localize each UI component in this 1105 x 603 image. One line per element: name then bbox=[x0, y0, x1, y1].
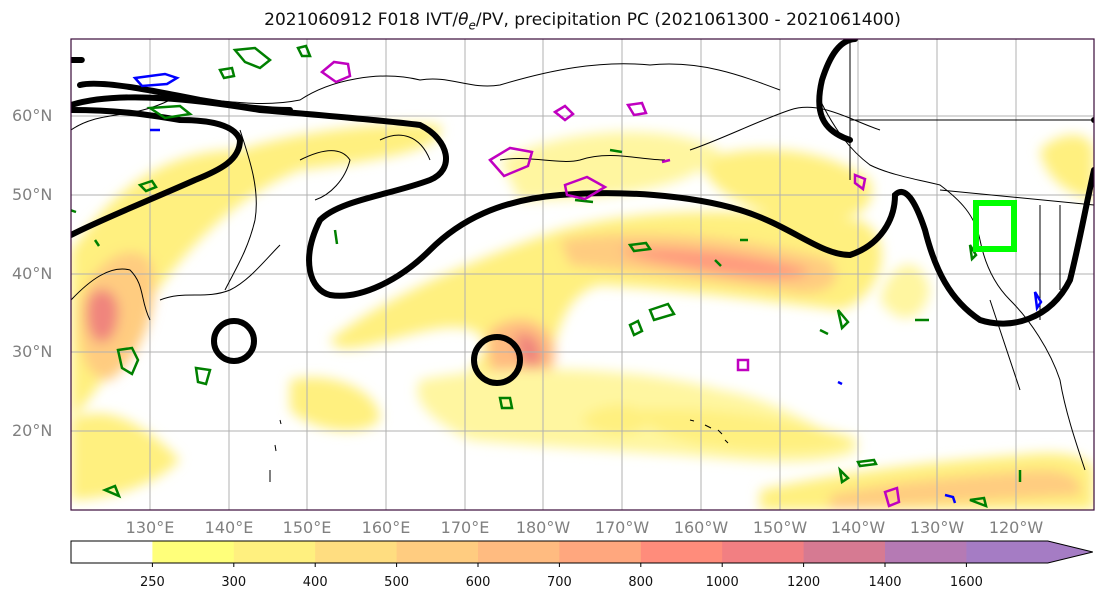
lat-label-20: 20°N bbox=[12, 421, 53, 440]
colorbar-segment bbox=[478, 541, 560, 563]
colorbar-segment bbox=[885, 541, 967, 563]
colorbar-segment bbox=[559, 541, 642, 563]
lat-label-50: 50°N bbox=[12, 185, 53, 204]
chart-title: 2021060912 F018 IVT/θe/PV, precipitation… bbox=[264, 10, 901, 33]
colorbar-tick-label: 1400 bbox=[868, 575, 902, 590]
colorbar-segment bbox=[640, 541, 723, 563]
lon-label-140e: 140°E bbox=[204, 518, 254, 537]
lon-label-170w: 170°W bbox=[594, 518, 650, 537]
colorbar-tick-label: 1600 bbox=[949, 575, 983, 590]
lon-label-130w: 130°W bbox=[909, 518, 965, 537]
lat-label-30: 30°N bbox=[12, 342, 53, 361]
colorbar-segments bbox=[70, 540, 1093, 564]
colorbar-segment bbox=[315, 541, 398, 563]
lon-label-160w: 160°W bbox=[673, 518, 729, 537]
colorbar-tick-label: 700 bbox=[546, 575, 572, 590]
colorbar-tick-label: 1200 bbox=[787, 575, 821, 590]
region-box bbox=[973, 200, 1017, 252]
colorbar-segment bbox=[803, 541, 886, 563]
lon-label-120w: 120°W bbox=[988, 518, 1044, 537]
lon-label-150w: 150°W bbox=[752, 518, 808, 537]
colorbar-segment bbox=[152, 541, 235, 563]
colorbar-tick-label: 600 bbox=[465, 575, 491, 590]
pv-magenta-contours bbox=[319, 60, 901, 508]
colorbar-tick-label: 250 bbox=[139, 575, 165, 590]
lat-label-40: 40°N bbox=[12, 264, 53, 283]
ivt-shading bbox=[71, 123, 1094, 510]
lon-label-170e: 170°E bbox=[440, 518, 490, 537]
colorbar-segment bbox=[396, 541, 479, 563]
lon-label-160e: 160°E bbox=[361, 518, 411, 537]
colorbar-tick-label: 1000 bbox=[705, 575, 739, 590]
colorbar-segment bbox=[71, 541, 153, 563]
pv-contours bbox=[71, 44, 1022, 509]
colorbar-outline bbox=[70, 540, 1093, 564]
lat-label-60: 60°N bbox=[12, 106, 53, 125]
theta-e-contours bbox=[71, 39, 1094, 386]
lon-label-140w: 140°W bbox=[830, 518, 886, 537]
colorbar-segment bbox=[233, 541, 316, 563]
colorbar-tick-label: 500 bbox=[384, 575, 410, 590]
lon-label-180w: 180°W bbox=[515, 518, 571, 537]
colorbar-segment bbox=[722, 541, 805, 563]
lon-label-150e: 150°E bbox=[282, 518, 332, 537]
colorbar-tick-label: 800 bbox=[628, 575, 654, 590]
lon-label-130e: 130°E bbox=[125, 518, 175, 537]
colorbar-tick-label: 300 bbox=[221, 575, 247, 590]
colorbar-segment bbox=[966, 541, 1093, 563]
colorbar-tick-label: 400 bbox=[302, 575, 328, 590]
precip-contours bbox=[132, 72, 1043, 504]
